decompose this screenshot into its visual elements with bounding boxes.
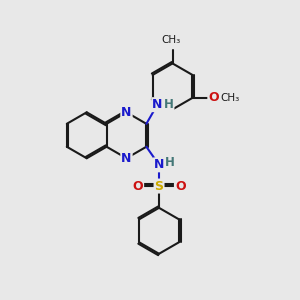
Text: N: N — [154, 158, 164, 171]
Text: N: N — [121, 152, 132, 165]
Text: O: O — [133, 180, 143, 193]
Text: O: O — [175, 180, 185, 193]
Text: CH₃: CH₃ — [220, 93, 239, 103]
Text: O: O — [208, 92, 219, 104]
Text: H: H — [165, 156, 175, 169]
Text: N: N — [152, 98, 163, 111]
Text: S: S — [154, 180, 164, 193]
Text: N: N — [121, 106, 132, 119]
Text: CH₃: CH₃ — [161, 35, 181, 45]
Text: H: H — [164, 98, 173, 111]
